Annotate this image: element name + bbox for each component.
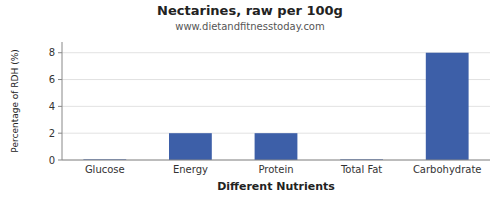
x-tick-label: Glucose [85, 164, 125, 175]
x-tick-label: Carbohydrate [413, 164, 482, 175]
y-tick-label: 6 [49, 74, 55, 85]
bar [255, 133, 298, 160]
bars [83, 53, 468, 160]
bar [426, 53, 469, 160]
y-tick [58, 52, 62, 53]
title: Nectarines, raw per 100g [157, 3, 343, 18]
y-tick-label: 8 [49, 47, 55, 58]
chart-container: Nectarines, raw per 100g www.dietandfitne… [0, 0, 500, 200]
y-axis-title: Percentage of RDH (%) [10, 49, 20, 152]
bar [169, 133, 212, 160]
y-tick-label: 2 [49, 128, 55, 139]
y-tick [58, 133, 62, 134]
y-axis-line [62, 42, 63, 160]
y-tick [58, 79, 62, 80]
x-axis: Glucose Energy Protein Total Fat Carbohydrat… [85, 164, 482, 175]
subtitle: www.dietandfitnesstoday.com [175, 21, 324, 32]
y-tick-label: 4 [49, 101, 55, 112]
y-tick [58, 160, 62, 161]
y-tick-label: 0 [49, 155, 55, 166]
x-axis-line [62, 160, 490, 161]
y-axis: 0 2 4 6 8 [49, 47, 490, 165]
x-axis-title: Different Nutrients [217, 180, 335, 193]
x-tick-label: Total Fat [340, 164, 382, 175]
x-tick-label: Protein [258, 164, 293, 175]
x-tick-label: Energy [173, 164, 208, 175]
y-tick [58, 106, 62, 107]
chart-svg: Nectarines, raw per 100g www.dietandfitne… [0, 0, 500, 200]
grid-line [62, 160, 490, 161]
